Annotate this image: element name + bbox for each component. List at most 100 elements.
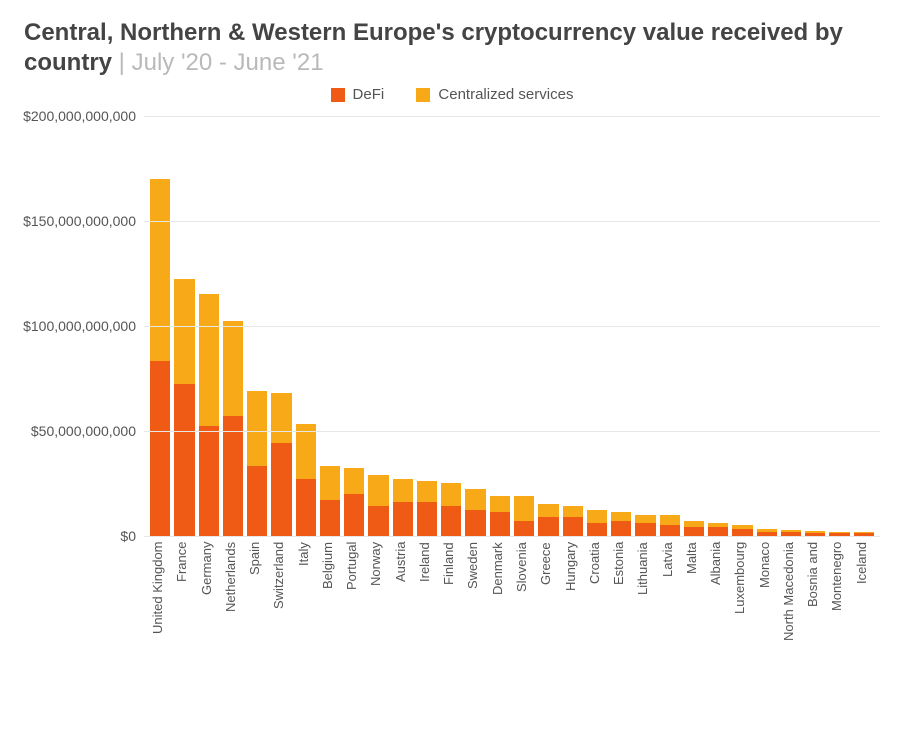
x-tick-label: Estonia: [611, 542, 631, 692]
bar-segment-centralized: [174, 279, 194, 384]
y-axis: $0 $50,000,000,000 $100,000,000,000 $150,00…: [24, 116, 144, 696]
x-tick-label: Albania: [708, 542, 728, 692]
y-tick-label: $0: [120, 528, 136, 544]
gridline: [144, 536, 880, 537]
x-tick-label: Malta: [684, 542, 704, 692]
gridline: [144, 326, 880, 327]
chart-title: Central, Northern & Western Europe's cry…: [24, 18, 880, 78]
x-tick-label: Ireland: [417, 542, 437, 692]
x-tick-label: Luxembourg: [732, 542, 752, 692]
x-tick-label: Hungary: [563, 542, 583, 692]
x-tick-label: Netherlands: [223, 542, 243, 692]
bar-segment-defi: [684, 527, 704, 535]
chart-title-sep: |: [112, 49, 132, 76]
bar-segment-defi: [223, 416, 243, 536]
bar-segment-defi: [635, 523, 655, 536]
bar-segment-centralized: [465, 489, 485, 510]
bar-segment-centralized: [223, 321, 243, 416]
legend-swatch-defi: [331, 88, 345, 102]
bar-segment-defi: [296, 479, 316, 536]
bar-segment-defi: [465, 510, 485, 535]
bar-segment-defi: [563, 517, 583, 536]
bar-segment-defi: [393, 502, 413, 536]
bar-segment-centralized: [635, 515, 655, 523]
x-tick-label: North Macedonia: [781, 542, 801, 692]
bar-segment-defi: [150, 361, 170, 535]
gridline: [144, 221, 880, 222]
bar-segment-defi: [368, 506, 388, 535]
chart-container: Central, Northern & Western Europe's cry…: [0, 0, 904, 733]
x-tick-label: Bosnia and: [805, 542, 825, 692]
bar-segment-defi: [344, 494, 364, 536]
y-tick-label: $100,000,000,000: [23, 318, 136, 334]
bar-segment-defi: [417, 502, 437, 536]
gridline: [144, 431, 880, 432]
y-tick-label: $50,000,000,000: [31, 423, 136, 439]
bar-segment-centralized: [247, 391, 267, 467]
bar-segment-centralized: [296, 424, 316, 479]
x-tick-label: Iceland: [854, 542, 874, 692]
x-tick-label: Italy: [296, 542, 316, 692]
chart-area: $0 $50,000,000,000 $100,000,000,000 $150,00…: [24, 116, 880, 696]
x-tick-label: Monaco: [757, 542, 777, 692]
bar-segment-centralized: [441, 483, 461, 506]
bar-segment-defi: [708, 527, 728, 535]
x-tick-label: Austria: [393, 542, 413, 692]
x-tick-label: Spain: [247, 542, 267, 692]
x-tick-label: Portugal: [344, 542, 364, 692]
bar-segment-centralized: [611, 512, 631, 520]
x-tick-label: Greece: [538, 542, 558, 692]
y-tick-label: $200,000,000,000: [23, 108, 136, 124]
bar-segment-defi: [514, 521, 534, 536]
bar-segment-centralized: [150, 179, 170, 362]
x-tick-label: Latvia: [660, 542, 680, 692]
bar-segment-defi: [611, 521, 631, 536]
x-tick-label: Sweden: [465, 542, 485, 692]
y-tick-label: $150,000,000,000: [23, 213, 136, 229]
x-tick-label: Belgium: [320, 542, 340, 692]
bar-segment-centralized: [393, 479, 413, 502]
bar-segment-defi: [441, 506, 461, 535]
bar-segment-defi: [320, 500, 340, 536]
bar-segment-defi: [247, 466, 267, 535]
legend-label-centralized: Centralized services: [438, 86, 573, 103]
legend-item-defi: DeFi: [331, 86, 385, 103]
x-tick-label: Switzerland: [271, 542, 291, 692]
legend-label-defi: DeFi: [353, 86, 385, 103]
x-tick-label: Finland: [441, 542, 461, 692]
plot-area: United KingdomFranceGermanyNetherlandsSp…: [144, 116, 880, 536]
bar-segment-centralized: [660, 515, 680, 526]
bar-segment-defi: [199, 426, 219, 535]
x-tick-label: Lithuania: [635, 542, 655, 692]
gridline: [144, 116, 880, 117]
chart-title-sub: July '20 - June '21: [132, 49, 324, 76]
legend-item-centralized: Centralized services: [416, 86, 573, 103]
x-tick-label: Norway: [368, 542, 388, 692]
x-tick-label: France: [174, 542, 194, 692]
bar-segment-centralized: [490, 496, 510, 513]
bar-segment-centralized: [271, 393, 291, 443]
bar-segment-defi: [490, 512, 510, 535]
bar-segment-centralized: [344, 468, 364, 493]
x-tick-label: Germany: [199, 542, 219, 692]
bar-segment-defi: [660, 525, 680, 536]
x-tick-label: Croatia: [587, 542, 607, 692]
bar-segment-defi: [587, 523, 607, 536]
bar-segment-defi: [538, 517, 558, 536]
bar-segment-defi: [174, 384, 194, 535]
bar-segment-centralized: [514, 496, 534, 521]
legend-swatch-centralized: [416, 88, 430, 102]
x-tick-label: Montenegro: [829, 542, 849, 692]
bar-segment-centralized: [417, 481, 437, 502]
legend: DeFi Centralized services: [24, 86, 880, 106]
x-tick-label: Slovenia: [514, 542, 534, 692]
bar-segment-defi: [271, 443, 291, 535]
x-tick-label: Denmark: [490, 542, 510, 692]
x-tick-label: United Kingdom: [150, 542, 170, 692]
bar-segment-centralized: [368, 475, 388, 507]
bar-segment-centralized: [538, 504, 558, 517]
bar-segment-centralized: [320, 466, 340, 500]
bar-segment-centralized: [587, 510, 607, 523]
x-axis-labels: United KingdomFranceGermanyNetherlandsSp…: [144, 536, 880, 692]
bar-segment-centralized: [199, 294, 219, 426]
